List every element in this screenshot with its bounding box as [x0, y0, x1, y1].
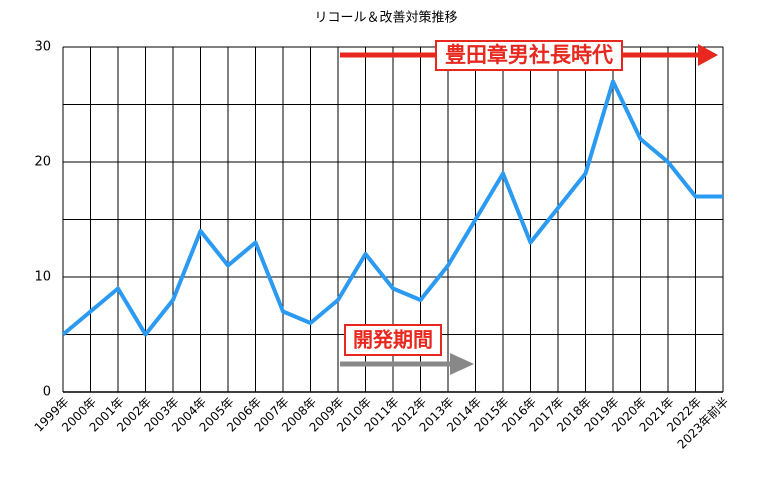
annotation-box	[435, 40, 623, 71]
y-tick-label: 0	[43, 385, 51, 400]
y-tick-label: 30	[34, 40, 51, 55]
y-tick-label: 20	[34, 155, 51, 170]
y-tick-label: 10	[34, 270, 51, 285]
line	[61, 79, 723, 337]
arrow-head	[698, 44, 718, 66]
annotation: 開発期間	[353, 328, 433, 352]
annotation-box	[344, 324, 442, 356]
arrow-head	[450, 353, 474, 375]
chart-title: リコール＆改善対策推移	[314, 10, 457, 26]
annotation: 豊田章男社長時代	[445, 43, 613, 67]
